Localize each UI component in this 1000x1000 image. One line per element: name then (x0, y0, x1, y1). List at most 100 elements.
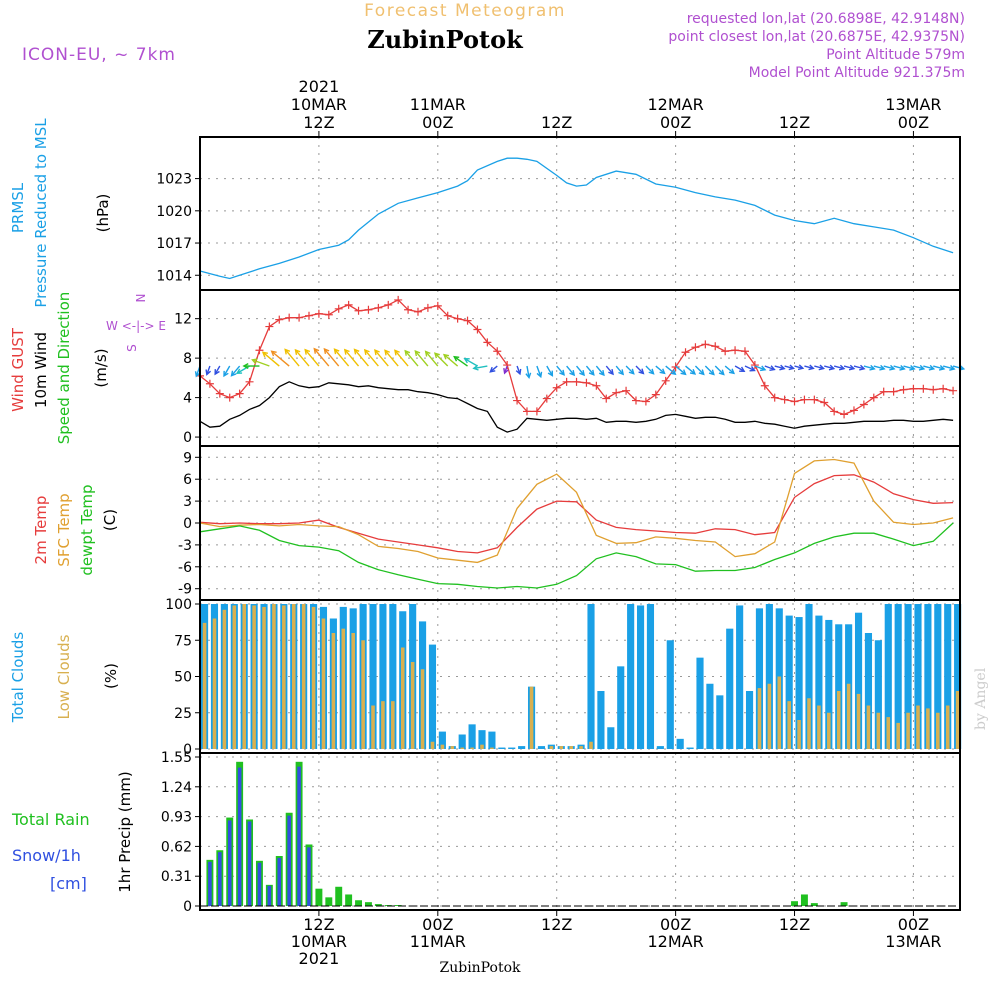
bar-rain (345, 894, 353, 906)
wind-arrow-shaft (271, 350, 290, 367)
ytick-label: 0.93 (161, 810, 192, 826)
wind-arrow-head (708, 369, 715, 376)
ytick-label: 8 (183, 351, 192, 367)
wind-arrow-shaft (304, 349, 320, 367)
wind-arrow-shaft (843, 365, 855, 370)
wind-arrow-shaft (414, 350, 429, 367)
wind-arrow-shaft (685, 365, 696, 375)
wind-arrow-head (404, 349, 411, 356)
wind-arrow-head (909, 364, 916, 371)
panel-wind: 0 4 8 12 (174, 289, 966, 447)
gust-marker (840, 410, 849, 419)
wind-arrow-head (304, 348, 311, 355)
bottom-tick-label: 12Z (303, 915, 334, 934)
model-altitude: Model Point Altitude 921.375m (749, 65, 965, 81)
bar-low-clouds (291, 604, 296, 749)
gust-marker (770, 393, 779, 402)
ytick-label: 9 (183, 450, 192, 466)
temp-sfc-label: SFC Temp (55, 493, 73, 566)
wind-arrow-head (463, 357, 470, 364)
bar-total-clouds (864, 633, 873, 749)
gust-marker (790, 397, 799, 406)
wind-arrow-shaft (595, 365, 605, 376)
bar-total-clouds (835, 624, 843, 749)
bar-total-clouds (736, 605, 744, 749)
bar-total-clouds (537, 746, 546, 749)
wind-arrow-shaft (546, 365, 553, 376)
precip-cm-label: [cm] (50, 874, 87, 893)
bar-low-clouds (420, 669, 425, 749)
ytick-label: 1017 (156, 236, 192, 252)
top-tick-label: 00Z (660, 113, 691, 132)
bar-snow (287, 815, 291, 906)
wind-arrow-shaft (526, 365, 530, 378)
wind-arrow-head (638, 368, 645, 375)
gust-marker (235, 389, 244, 398)
bar-total-clouds (508, 747, 516, 749)
bar-low-clouds (569, 746, 573, 749)
ytick-label: 0 (183, 430, 192, 446)
bar-total-clouds (785, 615, 793, 749)
bar-rain (325, 897, 333, 906)
gust-marker (651, 390, 660, 399)
wind-arrow-head (284, 348, 291, 355)
bar-low-clouds (529, 686, 534, 749)
ytick-label: -3 (178, 538, 192, 554)
gust-marker (641, 397, 650, 406)
wind-arrow-head (261, 351, 268, 358)
bar-low-clouds (341, 628, 346, 749)
wind-arrow-shaft (863, 365, 875, 370)
bar-low-clouds (797, 720, 801, 749)
gust-marker (919, 384, 928, 393)
bar-low-clouds (926, 708, 930, 749)
bar-total-clouds (954, 604, 962, 749)
bar-total-clouds (389, 604, 397, 749)
top-tick-label: 11MAR (410, 95, 466, 114)
gust-marker (750, 361, 759, 370)
bar-rain (791, 901, 798, 906)
gust-marker (879, 387, 888, 396)
gust-marker (354, 306, 363, 315)
wind-arrow-head (949, 365, 956, 371)
bar-snow (307, 847, 311, 906)
ytick-label: 1.24 (161, 780, 192, 796)
wind-arrow-head (899, 364, 906, 371)
gust-marker (324, 310, 333, 319)
bar-low-clouds (222, 609, 227, 749)
ytick-label: 0.62 (161, 839, 192, 855)
wind-arrow-head (689, 369, 697, 375)
requested-coords: requested lon,lat (20.6898E, 42.9148N) (687, 11, 965, 27)
wind-arrow-head (424, 350, 431, 357)
gust-marker (522, 407, 531, 416)
bar-rain (374, 904, 382, 906)
wind-arrow-head (659, 368, 666, 375)
clouds-total-label: Total Clouds (9, 632, 27, 724)
bar-total-clouds (458, 734, 466, 749)
wind-arrow-head (559, 369, 565, 376)
wind-arrow-shaft (873, 365, 885, 370)
bar-total-clouds (924, 604, 932, 749)
wind-arrow-shaft (489, 365, 498, 373)
wind-arrow-shaft (364, 349, 379, 367)
gust-marker (384, 300, 393, 309)
bottom-tick-label: 12Z (541, 915, 572, 934)
gust-marker (205, 379, 214, 388)
bar-low-clouds (886, 717, 891, 749)
bar-total-clouds (428, 644, 437, 749)
wind-gust-label: Wind GUST (9, 327, 27, 412)
wind-arrow-shaft (575, 365, 585, 376)
bar-total-clouds (498, 747, 506, 749)
gust-marker (909, 384, 918, 393)
wind-arrow-shaft (536, 365, 542, 377)
wind-arrow-head (828, 364, 836, 371)
gust-marker (265, 322, 274, 331)
bar-total-clouds (854, 612, 863, 749)
ytick-label: 0 (183, 899, 192, 915)
bar-total-clouds (636, 605, 645, 749)
gust-marker (404, 305, 413, 314)
top-tick-label: 00Z (422, 113, 453, 132)
gust-marker (949, 386, 958, 395)
wind-arrow-shaft (754, 365, 766, 371)
wind-arrow-shaft (223, 365, 231, 377)
bar-low-clouds (955, 691, 960, 749)
